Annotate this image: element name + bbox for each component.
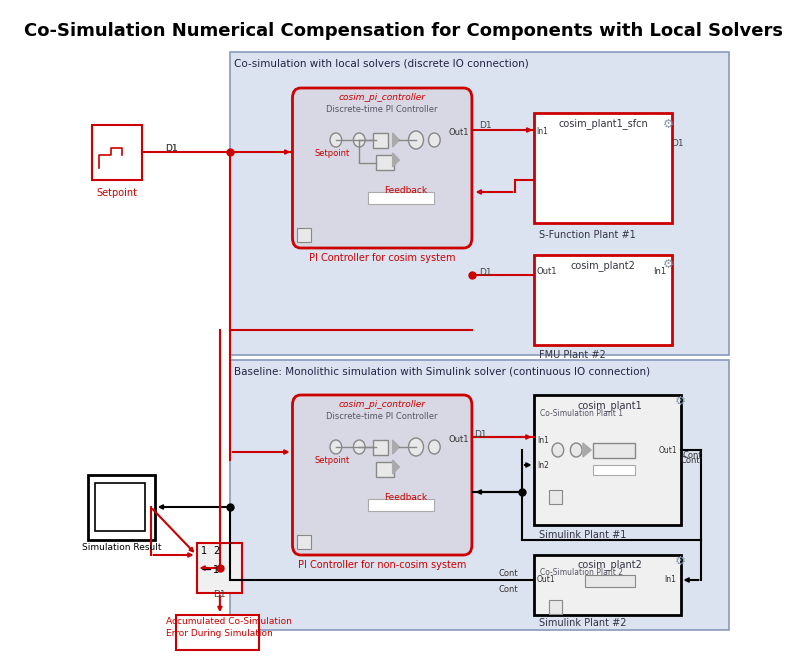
Text: cosim_plant2: cosim_plant2	[571, 260, 635, 271]
Text: ⚙: ⚙	[663, 258, 674, 271]
Circle shape	[429, 133, 440, 147]
FancyBboxPatch shape	[534, 113, 672, 223]
Circle shape	[330, 133, 341, 147]
Text: Co-Simulation Numerical Compensation for Components with Local Solvers: Co-Simulation Numerical Compensation for…	[24, 22, 783, 40]
Text: S-Function Plant #1: S-Function Plant #1	[538, 230, 635, 240]
Text: D1: D1	[479, 268, 492, 277]
Text: Out1: Out1	[537, 575, 555, 585]
FancyBboxPatch shape	[298, 228, 311, 242]
Text: Cont: Cont	[498, 585, 518, 595]
FancyBboxPatch shape	[534, 555, 680, 615]
Text: ⚙: ⚙	[675, 395, 686, 408]
Text: In1: In1	[536, 126, 548, 136]
FancyBboxPatch shape	[584, 575, 634, 587]
Text: Cont: Cont	[498, 569, 518, 577]
Text: Out1: Out1	[536, 267, 557, 275]
Text: Discrete-time PI Controller: Discrete-time PI Controller	[326, 105, 437, 114]
FancyBboxPatch shape	[593, 465, 634, 475]
Text: Simulink Plant #1: Simulink Plant #1	[538, 530, 626, 540]
Text: Cont: Cont	[682, 450, 702, 460]
FancyBboxPatch shape	[176, 615, 259, 650]
Polygon shape	[393, 153, 399, 167]
Text: D1: D1	[479, 121, 492, 130]
FancyBboxPatch shape	[376, 155, 395, 170]
FancyBboxPatch shape	[292, 88, 472, 248]
Polygon shape	[393, 460, 399, 474]
Text: Co-simulation with local solvers (discrete IO connection): Co-simulation with local solvers (discre…	[234, 58, 529, 68]
FancyBboxPatch shape	[197, 543, 242, 593]
Circle shape	[429, 440, 440, 454]
FancyBboxPatch shape	[376, 462, 395, 477]
Text: Baseline: Monolithic simulation with Simulink solver (continuous IO connection): Baseline: Monolithic simulation with Sim…	[234, 366, 650, 376]
Text: Feedback: Feedback	[385, 493, 428, 502]
Circle shape	[571, 443, 582, 457]
Text: In1: In1	[537, 436, 549, 444]
FancyBboxPatch shape	[367, 499, 434, 511]
Text: cosim_pi_controller: cosim_pi_controller	[338, 93, 425, 102]
FancyBboxPatch shape	[373, 440, 387, 455]
Circle shape	[353, 133, 365, 147]
Text: Cont: Cont	[680, 456, 700, 464]
Text: D1: D1	[214, 590, 226, 599]
Text: Co-Simulation Plant 2: Co-Simulation Plant 2	[541, 568, 623, 577]
Text: D1: D1	[475, 430, 487, 439]
FancyBboxPatch shape	[373, 133, 387, 148]
Text: Setpoint: Setpoint	[314, 148, 349, 158]
FancyBboxPatch shape	[549, 600, 562, 614]
Text: Accumulated Co-Simulation: Accumulated Co-Simulation	[165, 617, 291, 626]
Text: In2: In2	[537, 460, 549, 469]
FancyBboxPatch shape	[88, 475, 155, 540]
Text: cosim_pi_controller: cosim_pi_controller	[338, 400, 425, 409]
Text: Co-Simulation Plant 1: Co-Simulation Plant 1	[541, 409, 623, 418]
Circle shape	[408, 131, 424, 149]
Text: D1: D1	[671, 138, 684, 148]
Polygon shape	[393, 133, 399, 147]
Text: Simulink Plant #2: Simulink Plant #2	[538, 618, 626, 628]
Text: D1: D1	[165, 144, 178, 152]
Text: cosim_plant2: cosim_plant2	[577, 559, 642, 570]
Text: Simulation Result: Simulation Result	[82, 543, 161, 552]
Text: Setpoint: Setpoint	[97, 188, 138, 198]
Text: Feedback: Feedback	[385, 186, 428, 195]
Circle shape	[353, 440, 365, 454]
Text: D1: D1	[165, 144, 178, 152]
Text: ⚙: ⚙	[663, 118, 674, 131]
Text: 1: 1	[213, 565, 220, 575]
Text: Out1: Out1	[449, 434, 470, 444]
Text: 2: 2	[213, 546, 220, 556]
Text: Setpoint: Setpoint	[314, 456, 349, 464]
Text: FMU Plant #2: FMU Plant #2	[538, 350, 605, 360]
Text: −: −	[201, 563, 212, 577]
Text: In1: In1	[664, 575, 676, 585]
FancyBboxPatch shape	[230, 360, 729, 630]
Text: ⚙: ⚙	[675, 555, 686, 568]
FancyBboxPatch shape	[92, 125, 142, 180]
Text: Out1: Out1	[659, 446, 677, 454]
Text: 1: 1	[201, 546, 207, 556]
Polygon shape	[393, 440, 399, 454]
Text: In1: In1	[653, 267, 667, 275]
FancyBboxPatch shape	[593, 443, 634, 458]
FancyBboxPatch shape	[367, 192, 434, 204]
Text: PI Controller for cosim system: PI Controller for cosim system	[308, 253, 455, 263]
Text: PI Controller for non-cosim system: PI Controller for non-cosim system	[298, 560, 466, 570]
FancyBboxPatch shape	[534, 255, 672, 345]
Text: Discrete-time PI Controller: Discrete-time PI Controller	[326, 412, 437, 421]
FancyBboxPatch shape	[94, 483, 144, 531]
FancyBboxPatch shape	[534, 395, 680, 525]
Circle shape	[552, 443, 564, 457]
FancyBboxPatch shape	[230, 52, 729, 355]
Circle shape	[330, 440, 341, 454]
Text: Out1: Out1	[449, 128, 470, 136]
Polygon shape	[583, 443, 592, 457]
Text: Error During Simulation: Error During Simulation	[165, 629, 273, 638]
FancyBboxPatch shape	[298, 535, 311, 549]
Circle shape	[408, 438, 424, 456]
FancyBboxPatch shape	[292, 395, 472, 555]
Text: cosim_plant1_sfcn: cosim_plant1_sfcn	[558, 118, 648, 129]
Text: cosim_plant1: cosim_plant1	[577, 400, 642, 411]
FancyBboxPatch shape	[549, 490, 562, 504]
